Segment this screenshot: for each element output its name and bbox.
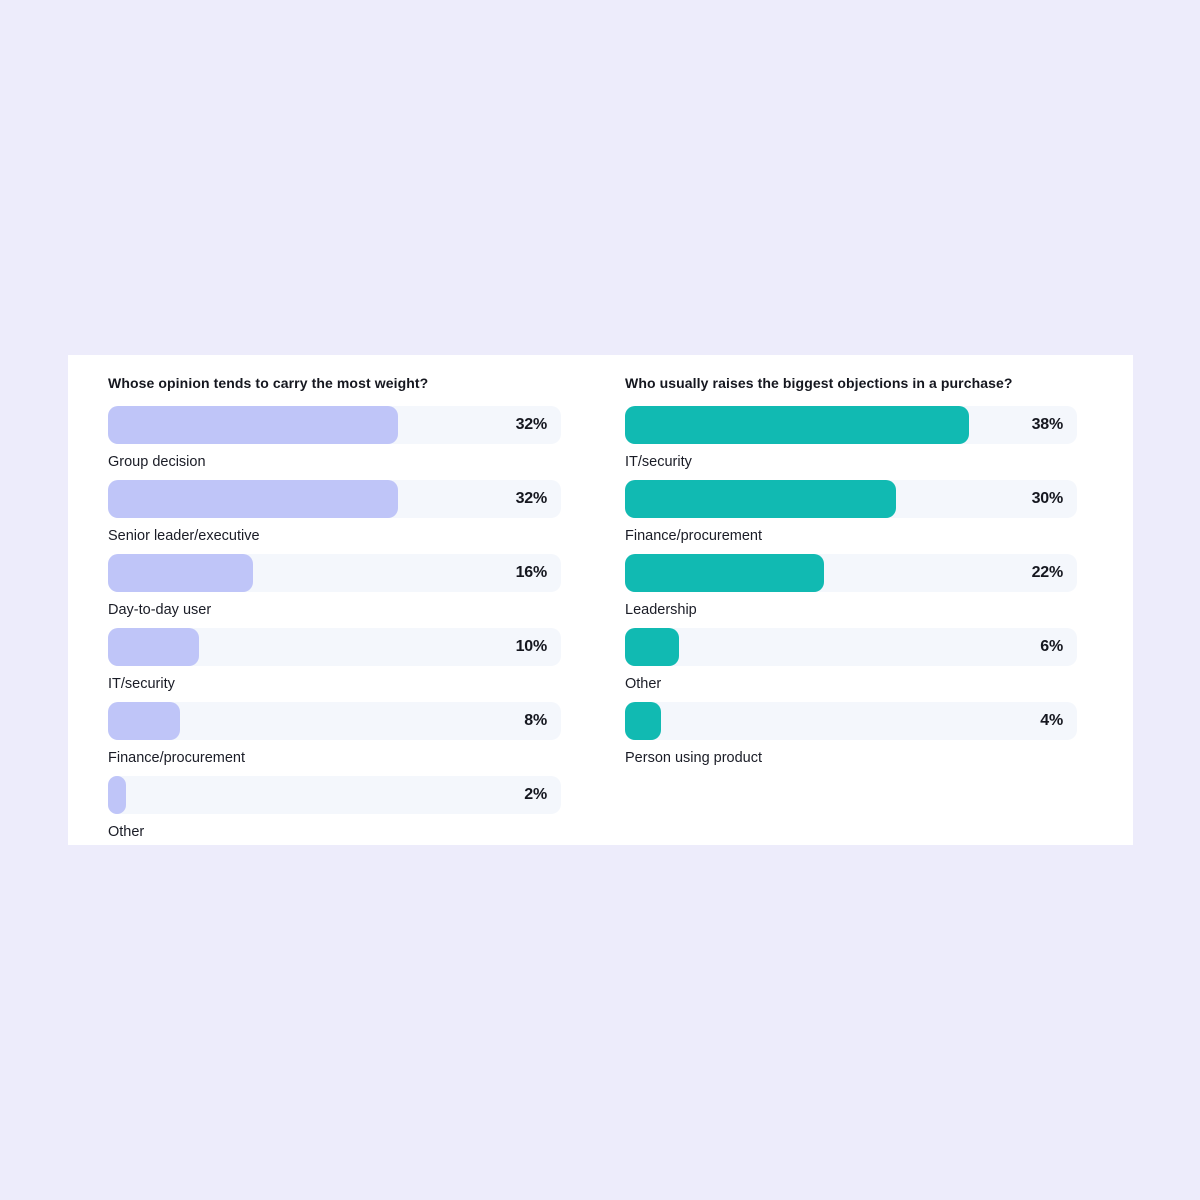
bar-row: 4% Person using product bbox=[625, 702, 1077, 767]
chart-opinion-weight: Whose opinion tends to carry the most we… bbox=[108, 373, 561, 845]
bar-track: 38% bbox=[625, 406, 1077, 444]
bar-track: 32% bbox=[108, 406, 561, 444]
bar-label: IT/security bbox=[108, 676, 175, 692]
bar-label: Day-to-day user bbox=[108, 602, 212, 618]
bar-label: Leadership bbox=[625, 602, 697, 618]
bar-fill bbox=[108, 480, 398, 518]
bar-fill bbox=[108, 702, 181, 740]
bar-row: 8% Finance/procurement bbox=[108, 702, 561, 767]
bar-value: 38% bbox=[1031, 416, 1064, 433]
bar-track: 16% bbox=[108, 554, 561, 592]
bar-value: 4% bbox=[1040, 712, 1063, 729]
bar-value: 22% bbox=[1031, 564, 1064, 581]
bar-track: 2% bbox=[108, 776, 561, 814]
bar-label: Group decision bbox=[108, 454, 206, 470]
bar-value: 10% bbox=[515, 638, 548, 655]
chart-title: Who usually raises the biggest objection… bbox=[625, 375, 1013, 391]
bar-fill bbox=[625, 554, 824, 592]
bar-fill bbox=[108, 406, 398, 444]
bar-row: 6% Other bbox=[625, 628, 1077, 693]
bar-value: 32% bbox=[515, 490, 548, 507]
bar-row: 10% IT/security bbox=[108, 628, 561, 693]
bar-track: 30% bbox=[625, 480, 1077, 518]
bar-label: Person using product bbox=[625, 750, 763, 766]
bar-value: 2% bbox=[524, 786, 547, 803]
bar-row: 38% IT/security bbox=[625, 406, 1077, 471]
bar-row: 2% Other bbox=[108, 776, 561, 841]
bar-value: 8% bbox=[524, 712, 547, 729]
bar-label: Senior leader/executive bbox=[108, 528, 260, 544]
bar-track: 4% bbox=[625, 702, 1077, 740]
bar-row: 30% Finance/procurement bbox=[625, 480, 1077, 545]
bar-row: 22% Leadership bbox=[625, 554, 1077, 619]
bar-fill bbox=[625, 480, 897, 518]
bar-fill bbox=[625, 702, 662, 740]
bar-label: Finance/procurement bbox=[108, 750, 246, 766]
bar-fill bbox=[625, 406, 969, 444]
bar-track: 8% bbox=[108, 702, 561, 740]
bar-label: IT/security bbox=[625, 454, 692, 470]
bar-value: 30% bbox=[1031, 490, 1064, 507]
bar-track: 10% bbox=[108, 628, 561, 666]
bar-fill bbox=[108, 776, 127, 814]
chart-biggest-objections: Who usually raises the biggest objection… bbox=[625, 373, 1077, 845]
bar-row: 32% Group decision bbox=[108, 406, 561, 471]
bar-track: 22% bbox=[625, 554, 1077, 592]
bar-track: 32% bbox=[108, 480, 561, 518]
bar-row: 16% Day-to-day user bbox=[108, 554, 561, 619]
bar-track: 6% bbox=[625, 628, 1077, 666]
bar-label: Other bbox=[625, 676, 662, 692]
bar-fill bbox=[108, 628, 199, 666]
bar-fill bbox=[625, 628, 680, 666]
chart-card: Whose opinion tends to carry the most we… bbox=[68, 355, 1133, 845]
bar-label: Finance/procurement bbox=[625, 528, 763, 544]
bar-value: 6% bbox=[1040, 638, 1063, 655]
chart-title: Whose opinion tends to carry the most we… bbox=[108, 375, 429, 391]
bar-value: 16% bbox=[515, 564, 548, 581]
bar-value: 32% bbox=[515, 416, 548, 433]
bar-row: 32% Senior leader/executive bbox=[108, 480, 561, 545]
bar-label: Other bbox=[108, 824, 145, 840]
bar-fill bbox=[108, 554, 253, 592]
